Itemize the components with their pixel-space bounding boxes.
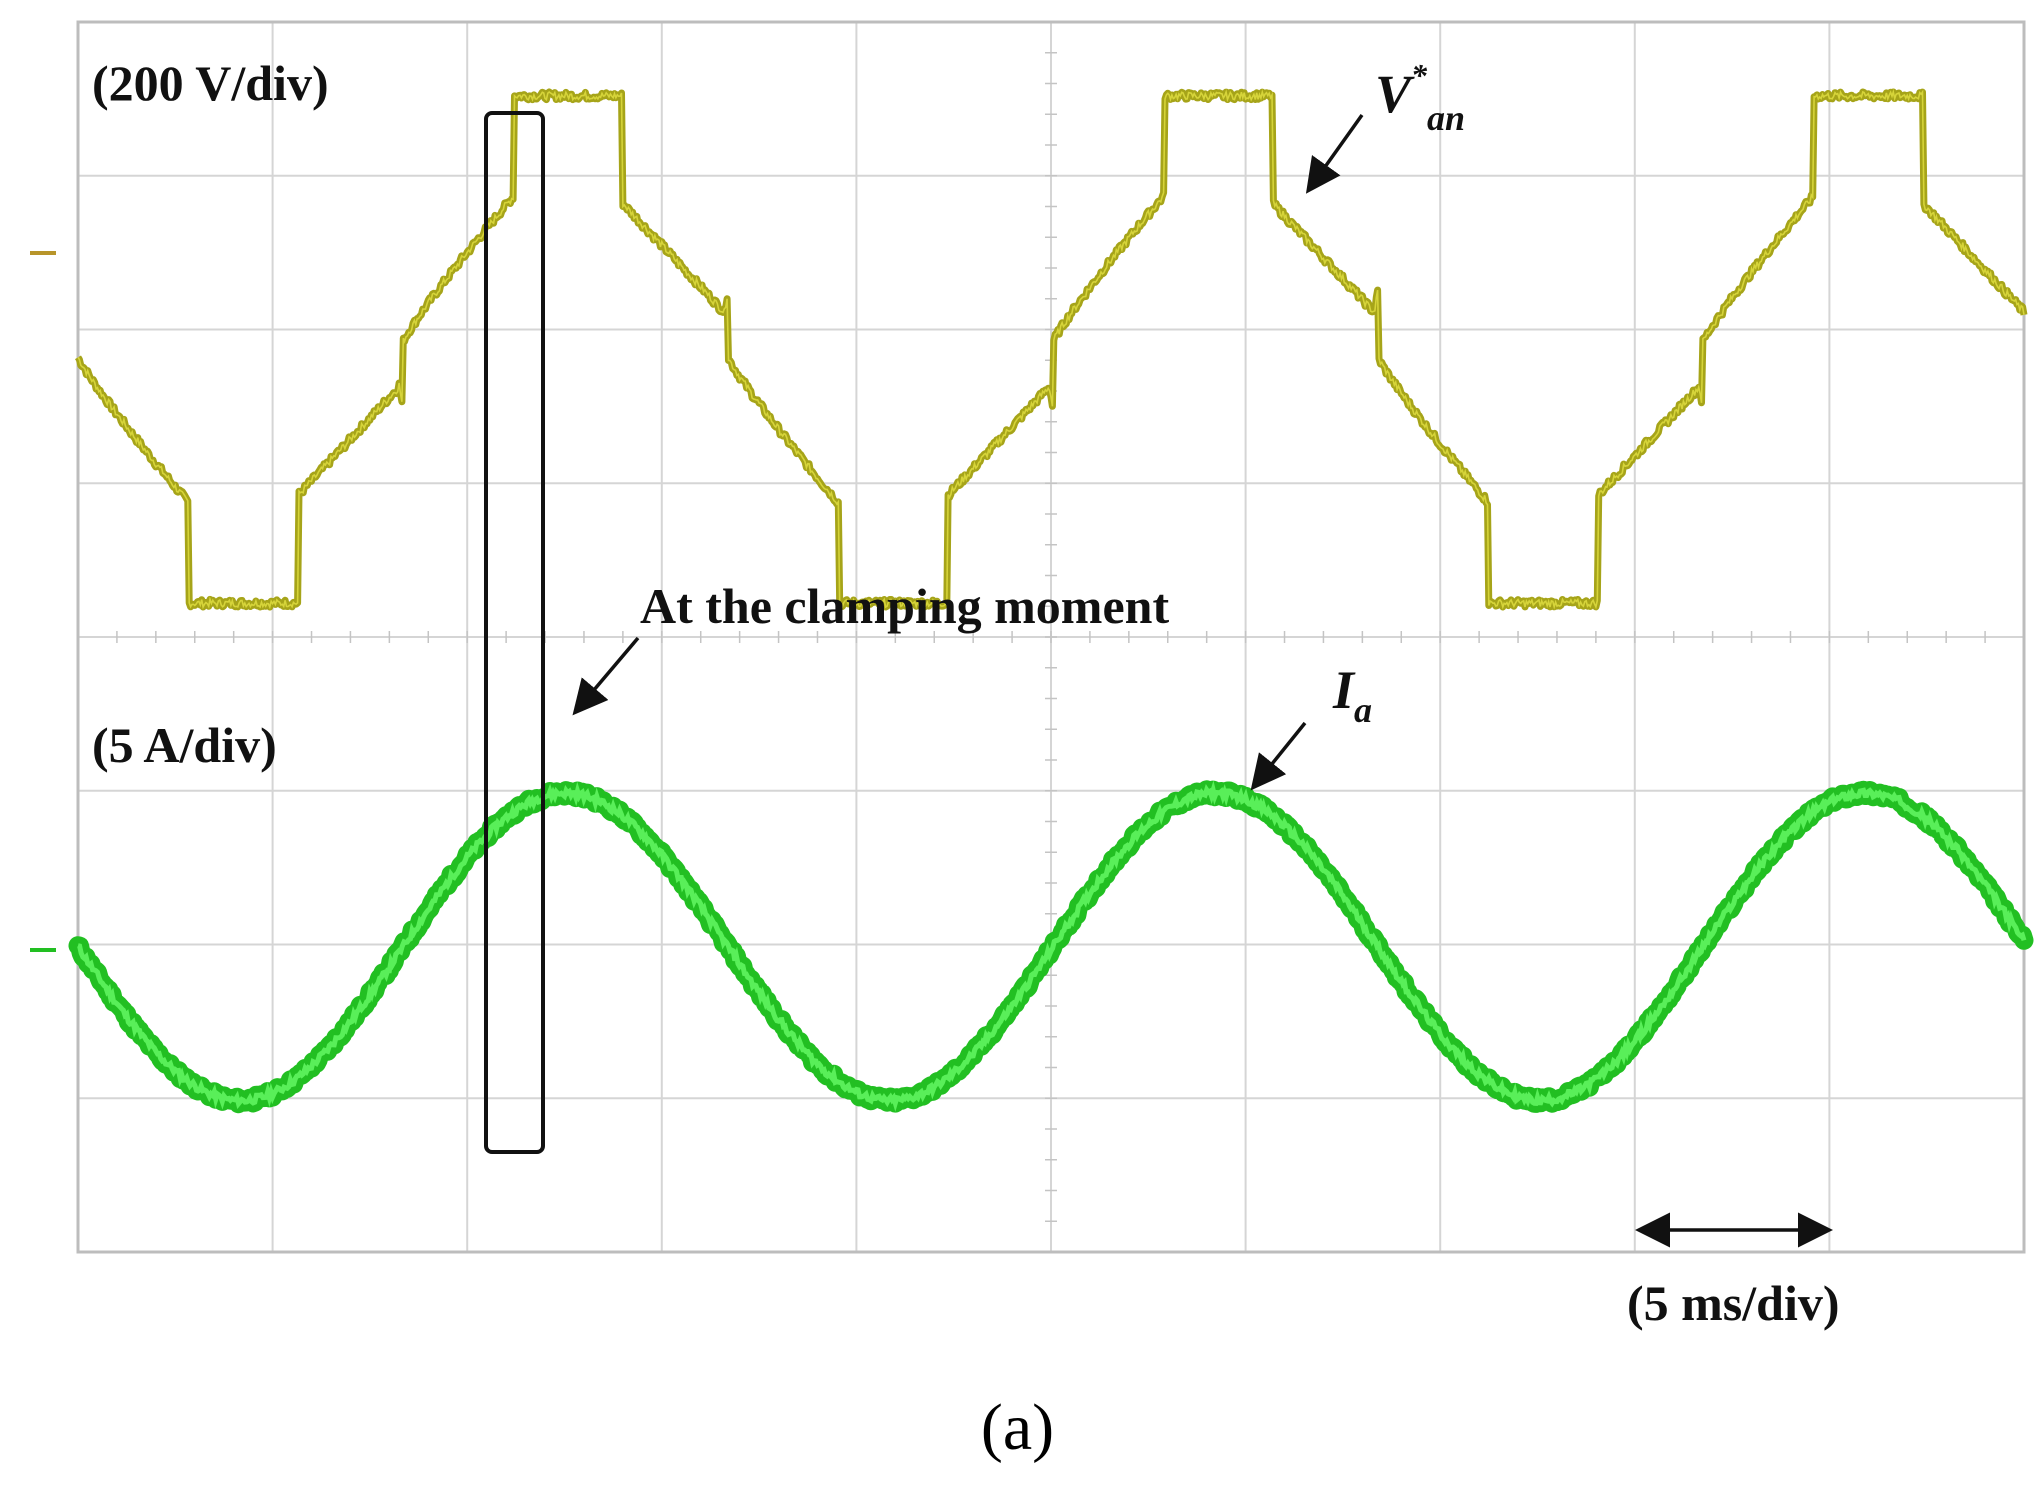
voltage-scale-label: (200 V/div) <box>92 55 329 111</box>
oscilloscope-chart: (200 V/div) (5 A/div) V*an Ia At the cla… <box>0 0 2035 1380</box>
time-scale-label: (5 ms/div) <box>1627 1275 1840 1331</box>
clamping-annotation: At the clamping moment <box>640 578 1169 634</box>
voltage-trace-label: V*an <box>1375 57 1465 138</box>
current-trace-label: Ia <box>1332 660 1372 730</box>
voltage-label-arrow <box>1310 115 1362 188</box>
clamping-annotation-arrow <box>577 638 638 710</box>
current-label-arrow <box>1255 723 1305 785</box>
figure-caption: (a) <box>0 1390 2035 1466</box>
current-scale-label: (5 A/div) <box>92 717 277 773</box>
grid <box>78 22 2024 1252</box>
clamping-highlight-box <box>486 113 543 1152</box>
